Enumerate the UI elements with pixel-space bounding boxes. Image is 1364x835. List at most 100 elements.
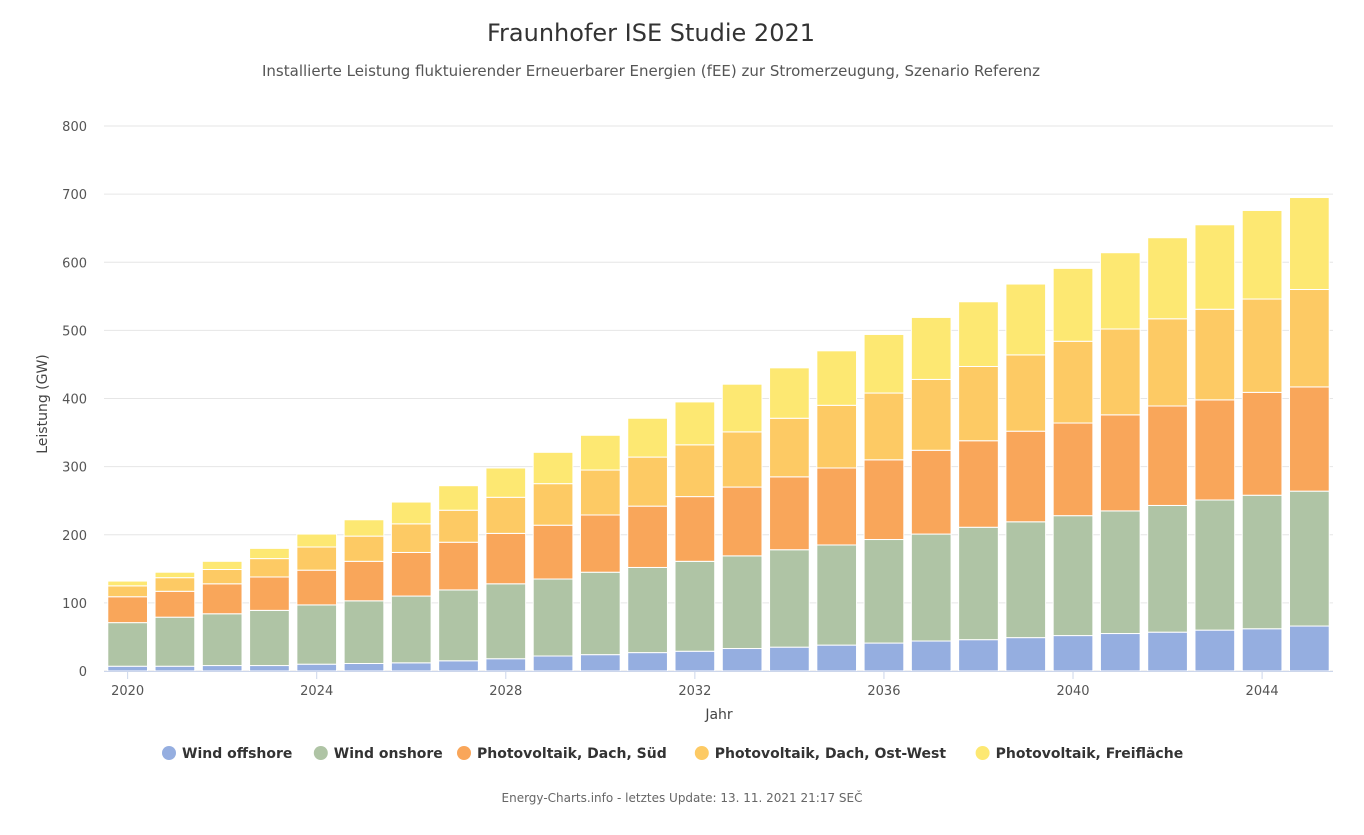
bar-segment[interactable]: Photovoltaik, Dach, Ost-West 2035: 92 <box>816 404 858 469</box>
bar-segment[interactable]: Photovoltaik, Freifläche 2045: 135 <box>1289 197 1330 290</box>
bar-segment[interactable]: Photovoltaik, Freifläche 2040: 107 <box>1052 267 1094 342</box>
bar-segment[interactable]: Photovoltaik, Dach, Ost-West 2037: 104 <box>910 378 952 451</box>
bar-segment[interactable]: Photovoltaik, Dach, Ost-West 2024: 34 <box>296 546 338 571</box>
bar-segment[interactable]: Photovoltaik, Dach, Süd 2029: 79 <box>532 524 574 580</box>
bar-segment[interactable]: Wind offshore 2025: 11 <box>343 663 385 672</box>
bar-segment[interactable]: Photovoltaik, Freifläche 2021: 8 <box>154 571 196 579</box>
bar-segment[interactable]: Wind onshore 2028: 110 <box>485 583 527 660</box>
bar-segment[interactable]: Photovoltaik, Dach, Ost-West 2023: 27 <box>249 558 290 578</box>
bar-segment[interactable]: Wind onshore 2045: 198 <box>1289 490 1330 627</box>
bar-segment[interactable]: Photovoltaik, Freifläche 2034: 74 <box>769 367 810 419</box>
bar-segment[interactable]: Photovoltaik, Dach, Süd 2035: 113 <box>816 467 858 546</box>
bar-segment[interactable]: Wind offshore 2035: 38 <box>816 644 858 672</box>
bar-segment[interactable]: Photovoltaik, Freifläche 2031: 57 <box>627 417 668 458</box>
bar-segment[interactable]: Photovoltaik, Freifläche 2024: 19 <box>296 533 338 548</box>
bar-segment[interactable]: Photovoltaik, Dach, Süd 2045: 153 <box>1289 386 1330 492</box>
bar-segment[interactable]: Wind offshore 2023: 8 <box>249 665 290 672</box>
bar-segment[interactable]: Photovoltaik, Dach, Ost-West 2021: 20 <box>154 577 196 592</box>
bar-segment[interactable]: Wind offshore 2044: 62 <box>1241 628 1283 672</box>
bar-segment[interactable]: Photovoltaik, Dach, Süd 2042: 146 <box>1147 405 1188 506</box>
bar-segment[interactable]: Wind onshore 2032: 132 <box>674 560 716 652</box>
bar-segment[interactable]: Wind offshore 2040: 52 <box>1052 635 1094 672</box>
bar-segment[interactable]: Wind onshore 2022: 76 <box>201 613 243 667</box>
bar-segment[interactable]: Photovoltaik, Freifläche 2043: 124 <box>1194 224 1236 310</box>
bar-segment[interactable]: Photovoltaik, Dach, Ost-West 2034: 86 <box>769 417 810 478</box>
bar-segment[interactable]: Photovoltaik, Dach, Ost-West 2045: 143 <box>1289 289 1330 388</box>
bar-segment[interactable]: Photovoltaik, Dach, Süd 2030: 84 <box>579 514 621 573</box>
bar-segment[interactable]: Photovoltaik, Dach, Süd 2031: 90 <box>627 505 668 568</box>
bar-segment[interactable]: Photovoltaik, Freifläche 2038: 95 <box>958 301 999 367</box>
bar-segment[interactable]: Wind offshore 2045: 66 <box>1289 625 1330 672</box>
bar-segment[interactable]: Wind onshore 2025: 92 <box>343 600 385 665</box>
bar-segment[interactable]: Photovoltaik, Dach, Ost-West 2032: 76 <box>674 444 716 498</box>
bar-segment[interactable]: Photovoltaik, Dach, Ost-West 2031: 72 <box>627 456 668 507</box>
bar-segment[interactable]: Photovoltaik, Freifläche 2027: 36 <box>438 485 479 511</box>
bar-segment[interactable]: Wind offshore 2020: 7 <box>107 665 148 672</box>
bar-segment[interactable]: Photovoltaik, Freifläche 2029: 46 <box>532 451 574 485</box>
bar-segment[interactable]: Photovoltaik, Freifläche 2037: 91 <box>910 316 952 380</box>
bar-segment[interactable]: Photovoltaik, Dach, Süd 2033: 101 <box>721 486 763 557</box>
bar-segment[interactable]: Wind onshore 2026: 98 <box>390 595 432 664</box>
bar-segment[interactable]: Photovoltaik, Dach, Süd 2036: 117 <box>863 459 905 541</box>
bar-segment[interactable]: Photovoltaik, Dach, Ost-West 2040: 120 <box>1052 340 1094 424</box>
bar-segment[interactable]: Photovoltaik, Freifläche 2032: 63 <box>674 401 716 446</box>
legend-label[interactable]: Photovoltaik, Freifläche <box>996 746 1184 762</box>
bar-segment[interactable]: Wind offshore 2029: 22 <box>532 655 574 672</box>
bar-segment[interactable]: Photovoltaik, Dach, Süd 2032: 95 <box>674 496 716 562</box>
bar-segment[interactable]: Wind offshore 2021: 7 <box>154 665 196 672</box>
bar-segment[interactable]: Photovoltaik, Dach, Ost-West 2039: 112 <box>1005 354 1047 432</box>
bar-segment[interactable]: Photovoltaik, Freifläche 2033: 70 <box>721 383 763 433</box>
bar-segment[interactable]: Wind onshore 2021: 72 <box>154 616 196 667</box>
bar-segment[interactable]: Photovoltaik, Dach, Ost-West 2026: 42 <box>390 523 432 553</box>
bar-segment[interactable]: Photovoltaik, Dach, Ost-West 2020: 16 <box>107 585 148 598</box>
bar-segment[interactable]: Wind onshore 2031: 125 <box>627 566 668 654</box>
bar-segment[interactable]: Wind onshore 2037: 157 <box>910 533 952 642</box>
bar-segment[interactable]: Photovoltaik, Dach, Süd 2020: 38 <box>107 596 148 624</box>
bar-segment[interactable]: Photovoltaik, Freifläche 2036: 86 <box>863 333 905 394</box>
bar-segment[interactable]: Photovoltaik, Dach, Süd 2023: 49 <box>249 576 290 611</box>
bar-segment[interactable]: Wind onshore 2034: 143 <box>769 549 810 648</box>
bar-segment[interactable]: Wind offshore 2037: 44 <box>910 640 952 672</box>
bar-segment[interactable]: Photovoltaik, Dach, Süd 2025: 58 <box>343 560 385 602</box>
bar-segment[interactable]: Photovoltaik, Freifläche 2035: 80 <box>816 350 858 406</box>
bar-segment[interactable]: Photovoltaik, Dach, Ost-West 2029: 61 <box>532 483 574 526</box>
bar-segment[interactable]: Photovoltaik, Dach, Süd 2022: 44 <box>201 583 243 615</box>
bar-segment[interactable]: Wind onshore 2039: 170 <box>1005 521 1047 639</box>
bar-segment[interactable]: Photovoltaik, Freifläche 2023: 15 <box>249 547 290 560</box>
legend-label[interactable]: Wind offshore <box>182 746 292 762</box>
bar-segment[interactable]: Photovoltaik, Dach, Süd 2040: 136 <box>1052 422 1094 517</box>
bar-segment[interactable]: Wind onshore 2035: 147 <box>816 544 858 646</box>
bar-segment[interactable]: Wind onshore 2036: 152 <box>863 539 905 644</box>
legend-label[interactable]: Wind onshore <box>334 746 443 762</box>
bar-segment[interactable]: Wind offshore 2022: 8 <box>201 665 243 672</box>
bar-segment[interactable]: Photovoltaik, Dach, Süd 2043: 147 <box>1194 399 1236 501</box>
bar-segment[interactable]: Wind onshore 2020: 64 <box>107 622 148 667</box>
bar-segment[interactable]: Wind onshore 2030: 121 <box>579 571 621 656</box>
bar-segment[interactable]: Photovoltaik, Dach, Ost-West 2033: 81 <box>721 431 763 488</box>
bar-segment[interactable]: Photovoltaik, Dach, Ost-West 2030: 66 <box>579 469 621 516</box>
legend-label[interactable]: Photovoltaik, Dach, Süd <box>477 746 667 762</box>
bar-segment[interactable]: Photovoltaik, Dach, Ost-West 2038: 109 <box>958 365 999 442</box>
bar-segment[interactable]: Photovoltaik, Freifläche 2042: 119 <box>1147 237 1188 320</box>
bar-segment[interactable]: Photovoltaik, Dach, Süd 2041: 141 <box>1099 414 1141 512</box>
bar-segment[interactable]: Photovoltaik, Dach, Ost-West 2036: 98 <box>863 392 905 461</box>
bar-segment[interactable]: Photovoltaik, Dach, Süd 2038: 127 <box>958 440 999 528</box>
bar-segment[interactable]: Photovoltaik, Dach, Ost-West 2042: 128 <box>1147 318 1188 407</box>
bar-segment[interactable]: Photovoltaik, Dach, Süd 2021: 38 <box>154 590 196 618</box>
bar-segment[interactable]: Photovoltaik, Dach, Ost-West 2025: 37 <box>343 535 385 562</box>
bar-segment[interactable]: Wind onshore 2024: 87 <box>296 604 338 665</box>
bar-segment[interactable]: Wind offshore 2031: 27 <box>627 652 668 672</box>
bar-segment[interactable]: Photovoltaik, Freifläche 2039: 104 <box>1005 283 1047 356</box>
bar-segment[interactable]: Wind onshore 2040: 176 <box>1052 515 1094 637</box>
bar-segment[interactable]: Wind offshore 2030: 24 <box>579 654 621 672</box>
bar-segment[interactable]: Photovoltaik, Dach, Ost-West 2043: 133 <box>1194 308 1236 401</box>
bar-segment[interactable]: Wind onshore 2044: 196 <box>1241 494 1283 630</box>
bar-segment[interactable]: Wind offshore 2038: 46 <box>958 639 999 672</box>
bar-segment[interactable]: Photovoltaik, Freifläche 2025: 24 <box>343 519 385 537</box>
bar-segment[interactable]: Photovoltaik, Freifläche 2028: 43 <box>485 467 527 498</box>
bar-segment[interactable]: Wind offshore 2024: 10 <box>296 663 338 672</box>
bar-segment[interactable]: Photovoltaik, Dach, Süd 2044: 151 <box>1241 391 1283 496</box>
bar-segment[interactable]: Photovoltaik, Freifläche 2026: 32 <box>390 501 432 525</box>
bar-segment[interactable]: Wind offshore 2036: 41 <box>863 642 905 672</box>
bar-segment[interactable]: Photovoltaik, Dach, Ost-West 2044: 137 <box>1241 298 1283 393</box>
